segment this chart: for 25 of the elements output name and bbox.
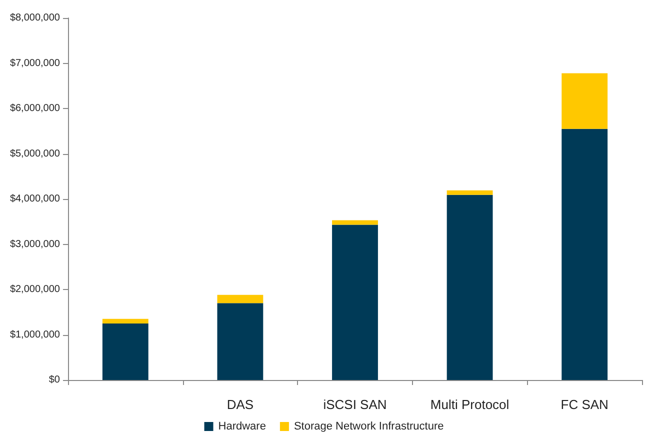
bar: [102, 323, 148, 380]
x-tick-label: Multi Protocol: [430, 397, 510, 412]
bar: [562, 128, 608, 380]
y-tick-label: $4,000,000: [10, 194, 60, 204]
bar: [217, 303, 264, 380]
y-tick-label: $0: [48, 374, 60, 386]
x-tick-label: DAS: [226, 397, 254, 412]
bar: [446, 190, 493, 195]
bar: [562, 73, 608, 129]
y-tick-label: $3,000,000: [10, 238, 60, 250]
y-tick-label: $8,000,000: [10, 12, 60, 24]
x-tick-label: iSCSI SAN: [323, 397, 387, 412]
y-tick-label: $5,000,000: [10, 148, 60, 160]
x-tick-label: FC SAN: [560, 397, 608, 412]
bar: [332, 224, 378, 380]
legend-label: Storage Network Infrastructure: [294, 420, 444, 432]
bar: [102, 318, 148, 324]
y-tick-label: $6,000,000: [10, 103, 60, 114]
y-tick-label: $7,000,000: [10, 58, 60, 69]
y-tick-label: $1,000,000: [10, 329, 60, 340]
bar: [217, 294, 264, 304]
y-tick-label: $2,000,000: [10, 284, 60, 295]
legend-label: Hardware: [218, 420, 266, 432]
bar: [332, 220, 378, 225]
bar: [446, 194, 493, 380]
